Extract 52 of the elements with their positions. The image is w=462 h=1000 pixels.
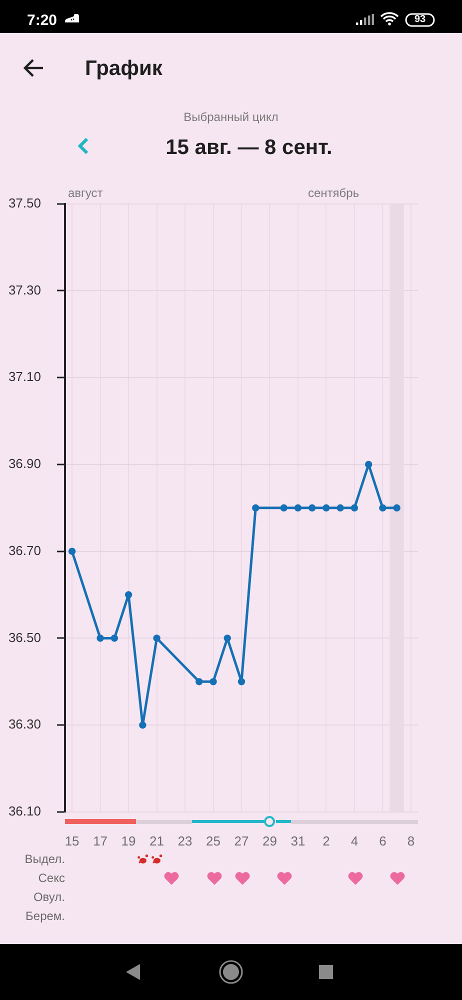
text: 93 (414, 14, 426, 25)
text: 7:20 (27, 12, 58, 28)
point (124, 591, 132, 598)
point (110, 634, 118, 642)
y-tick-label: 36.50 (8, 630, 41, 645)
text: Овул. (33, 890, 65, 904)
x-tick-label: 8 (407, 833, 415, 848)
x-tick-label: 23 (178, 833, 192, 848)
x-tick-label: 6 (379, 833, 386, 848)
point (139, 722, 146, 729)
x-tick-label: 29 (262, 833, 277, 848)
point (350, 504, 358, 512)
point (393, 504, 400, 512)
point (252, 504, 260, 512)
y-tick-label: 37.10 (8, 369, 41, 384)
y-tick-label: 36.30 (8, 716, 41, 732)
point (322, 504, 330, 512)
y-tick-label: 36.70 (8, 542, 41, 558)
point (379, 504, 386, 512)
y-tick-label: 36.10 (8, 804, 41, 819)
point (336, 504, 344, 512)
y-tick-label: 36.90 (8, 456, 41, 472)
point (96, 634, 104, 642)
text: 15 авг. — 8 сент. (166, 136, 332, 158)
point (308, 504, 316, 512)
text: Секс (38, 871, 65, 885)
point (294, 504, 302, 512)
text: Выдел. (24, 852, 65, 866)
point (68, 548, 76, 555)
x-tick-label: 21 (150, 833, 164, 848)
chart-subtitle: Выбранный цикл (184, 110, 278, 124)
x-tick-label: 2 (322, 833, 330, 848)
point (280, 504, 288, 512)
point (224, 634, 231, 642)
x-tick-label: 15 (64, 833, 80, 848)
point (210, 678, 217, 686)
point (238, 678, 246, 686)
x-tick-label: 31 (290, 833, 306, 848)
y-tick-label: 37.30 (8, 282, 41, 298)
y-tick-label: 37.50 (8, 195, 41, 210)
chart-title: График (85, 56, 162, 80)
point (364, 460, 372, 468)
text: сентябрь (308, 186, 360, 200)
text: Берем. (26, 909, 65, 923)
x-tick-label: 27 (234, 833, 249, 848)
point (196, 678, 203, 686)
x-tick-label: 25 (206, 833, 220, 848)
x-tick-label: 19 (121, 833, 136, 848)
x-tick-label: 17 (93, 833, 108, 848)
point (153, 634, 160, 642)
text: август (68, 186, 103, 200)
x-tick-label: 4 (350, 833, 358, 848)
